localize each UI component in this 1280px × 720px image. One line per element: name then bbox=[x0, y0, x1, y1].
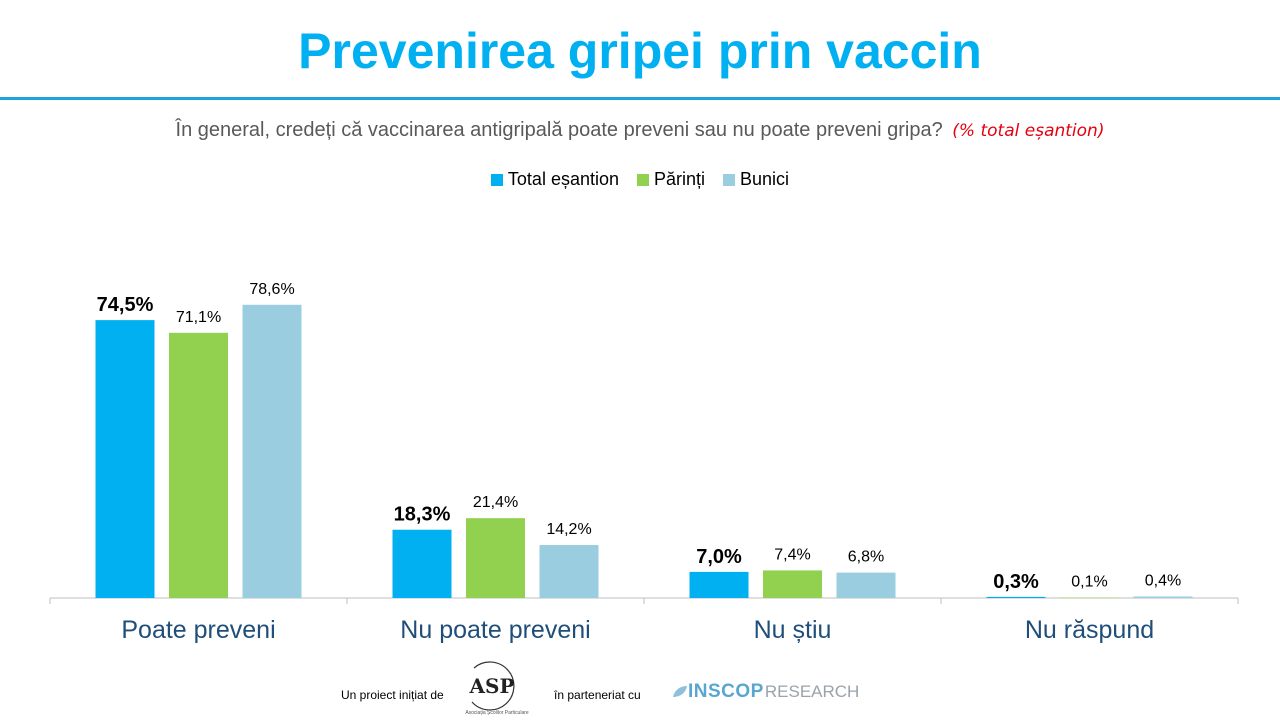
asp-logo-caption: Asociația Școlilor Particulare bbox=[465, 710, 529, 716]
bar-3-1 bbox=[242, 304, 302, 598]
leaf-icon bbox=[673, 686, 687, 697]
bar-3-3 bbox=[836, 572, 896, 598]
bar-1-3 bbox=[689, 571, 749, 598]
bar-2-1 bbox=[169, 332, 228, 598]
bar-3-4 bbox=[1133, 596, 1193, 598]
bar-3-2 bbox=[539, 545, 599, 598]
chart-legend: Total eșantion Părinți Bunici bbox=[0, 169, 1280, 190]
data-label-1-2: 18,3% bbox=[394, 504, 451, 526]
data-label-1-3: 7,0% bbox=[696, 546, 742, 568]
bar-2-2 bbox=[466, 518, 525, 598]
category-label-4: Nu răspund bbox=[1025, 616, 1154, 644]
data-label-3-3: 6,8% bbox=[848, 549, 884, 566]
asp-logo-arc bbox=[471, 661, 515, 711]
title-divider bbox=[0, 97, 1280, 100]
inscop-logo-light: RESEARCH bbox=[764, 682, 860, 701]
legend-item-total: Total eșantion bbox=[490, 169, 619, 190]
legend-label-total: Total eșantion bbox=[507, 169, 619, 189]
bar-2-4 bbox=[1060, 597, 1119, 599]
category-label-2: Nu poate preveni bbox=[400, 616, 590, 644]
data-label-2-3: 7,4% bbox=[774, 546, 810, 563]
bar-chart: 74,5% 71,1% 78,6% Poate preveni 18,3% 21,4% 14… bbox=[49, 281, 1239, 644]
legend-item-parents: Părinți bbox=[637, 169, 705, 190]
survey-question: În general, credeți că vaccinarea antigr… bbox=[175, 119, 943, 141]
data-label-3-4: 0,4% bbox=[1145, 573, 1181, 590]
data-label-2-4: 0,1% bbox=[1071, 574, 1107, 591]
asp-logo: ASP Asociația Școlilor Particulare bbox=[462, 660, 532, 718]
footer-partner-text: în parteneriat cu bbox=[554, 688, 641, 702]
category-label-1: Poate preveni bbox=[121, 616, 275, 644]
category-label-3: Nu știu bbox=[754, 616, 832, 644]
asp-logo-mark: ASP bbox=[469, 674, 515, 698]
footer-initiated-text: Un proiect inițiat de bbox=[341, 688, 444, 702]
data-label-1-1: 74,5% bbox=[97, 294, 154, 316]
data-label-1-4: 0,3% bbox=[993, 571, 1039, 593]
legend-label-grandparents: Bunici bbox=[740, 169, 790, 189]
sample-note: (% total eșantion) bbox=[952, 121, 1105, 141]
chart-subtitle: În general, credeți că vaccinarea antigr… bbox=[0, 119, 1280, 142]
legend-label-parents: Părinți bbox=[654, 169, 706, 189]
legend-swatch-parents bbox=[637, 173, 649, 186]
data-label-2-1: 71,1% bbox=[176, 309, 221, 326]
bar-1-2 bbox=[392, 529, 452, 598]
legend-item-grandparents: Bunici bbox=[723, 169, 789, 190]
legend-swatch-total bbox=[490, 173, 503, 186]
data-label-2-2: 21,4% bbox=[473, 494, 518, 511]
inscop-logo-strong: INSCOP bbox=[688, 681, 764, 702]
bar-2-3 bbox=[763, 570, 822, 598]
data-label-3-1: 78,6% bbox=[249, 281, 294, 298]
bar-1-4 bbox=[986, 596, 1046, 598]
bar-1-1 bbox=[95, 320, 155, 598]
data-label-3-2: 14,2% bbox=[546, 521, 591, 538]
legend-swatch-grandparents bbox=[723, 173, 736, 186]
inscop-logo: INSCOP RESEARCH bbox=[672, 681, 859, 703]
page-title: Prevenirea gripei prin vaccin bbox=[298, 23, 982, 79]
